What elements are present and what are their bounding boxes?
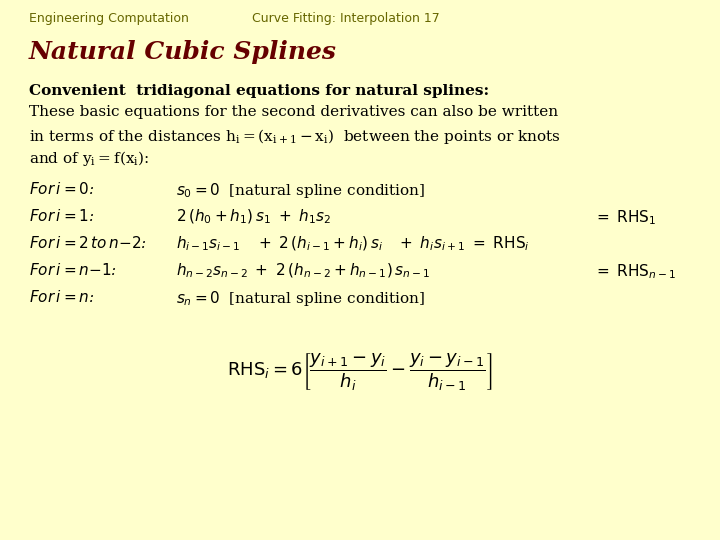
Text: $s_0 = 0\;$ [natural spline condition]: $s_0 = 0\;$ [natural spline condition] <box>176 181 426 200</box>
Text: $h_{n-2}s_{n-2}\;+\ 2\,(h_{n-2}+h_{n-1})\,s_{n-1}$: $h_{n-2}s_{n-2}\;+\ 2\,(h_{n-2}+h_{n-1})… <box>176 262 431 280</box>
Text: $=\;\mathrm{RHS}_{n-1}$: $=\;\mathrm{RHS}_{n-1}$ <box>594 262 676 281</box>
Text: $\mathit{For\/i = 1}$:: $\mathit{For\/i = 1}$: <box>29 208 94 224</box>
Text: $\mathit{For\/i = 2\/to\/n}\mathit{-2}$:: $\mathit{For\/i = 2\/to\/n}\mathit{-2}$: <box>29 235 147 251</box>
Text: $\mathit{For\/i = 0}$:: $\mathit{For\/i = 0}$: <box>29 181 94 197</box>
Text: Convenient  tridiagonal equations for natural splines:: Convenient tridiagonal equations for nat… <box>29 84 489 98</box>
Text: Engineering Computation: Engineering Computation <box>29 12 189 25</box>
Text: $s_n = 0\;$ [natural spline condition]: $s_n = 0\;$ [natural spline condition] <box>176 289 426 308</box>
Text: These basic equations for the second derivatives can also be written: These basic equations for the second der… <box>29 105 558 119</box>
Text: $2\,(h_0 +h_1)\,s_1\ +\ h_1 s_2$: $2\,(h_0 +h_1)\,s_1\ +\ h_1 s_2$ <box>176 208 332 226</box>
Text: $\mathit{For\/i = n}$:: $\mathit{For\/i = n}$: <box>29 289 94 305</box>
Text: $=\;\mathrm{RHS}_1$: $=\;\mathrm{RHS}_1$ <box>594 208 657 227</box>
Text: $\mathit{For\/i = n}\mathit{-1}$:: $\mathit{For\/i = n}\mathit{-1}$: <box>29 262 117 278</box>
Text: Natural Cubic Splines: Natural Cubic Splines <box>29 40 337 64</box>
Text: and of $\mathregular{y_i = f(x_i)}$:: and of $\mathregular{y_i = f(x_i)}$: <box>29 148 149 167</box>
Text: Curve Fitting: Interpolation 17: Curve Fitting: Interpolation 17 <box>252 12 440 25</box>
Text: $\mathrm{RHS}_i = 6\left[\dfrac{y_{i+1}-y_i}{h_i} - \dfrac{y_i - y_{i-1}}{h_{i-1: $\mathrm{RHS}_i = 6\left[\dfrac{y_{i+1}-… <box>228 351 492 392</box>
Text: $h_{i-1}s_{i-1}\quad+\ 2\,(h_{i-1}+h_i)\,s_i\quad+\ h_i s_{i+1}\ =\ \mathrm{RHS}: $h_{i-1}s_{i-1}\quad+\ 2\,(h_{i-1}+h_i)\… <box>176 235 530 253</box>
Text: in terms of the distances $\mathregular{h_i = (x_{i+1}-x_i)}$  between the point: in terms of the distances $\mathregular{… <box>29 127 561 146</box>
